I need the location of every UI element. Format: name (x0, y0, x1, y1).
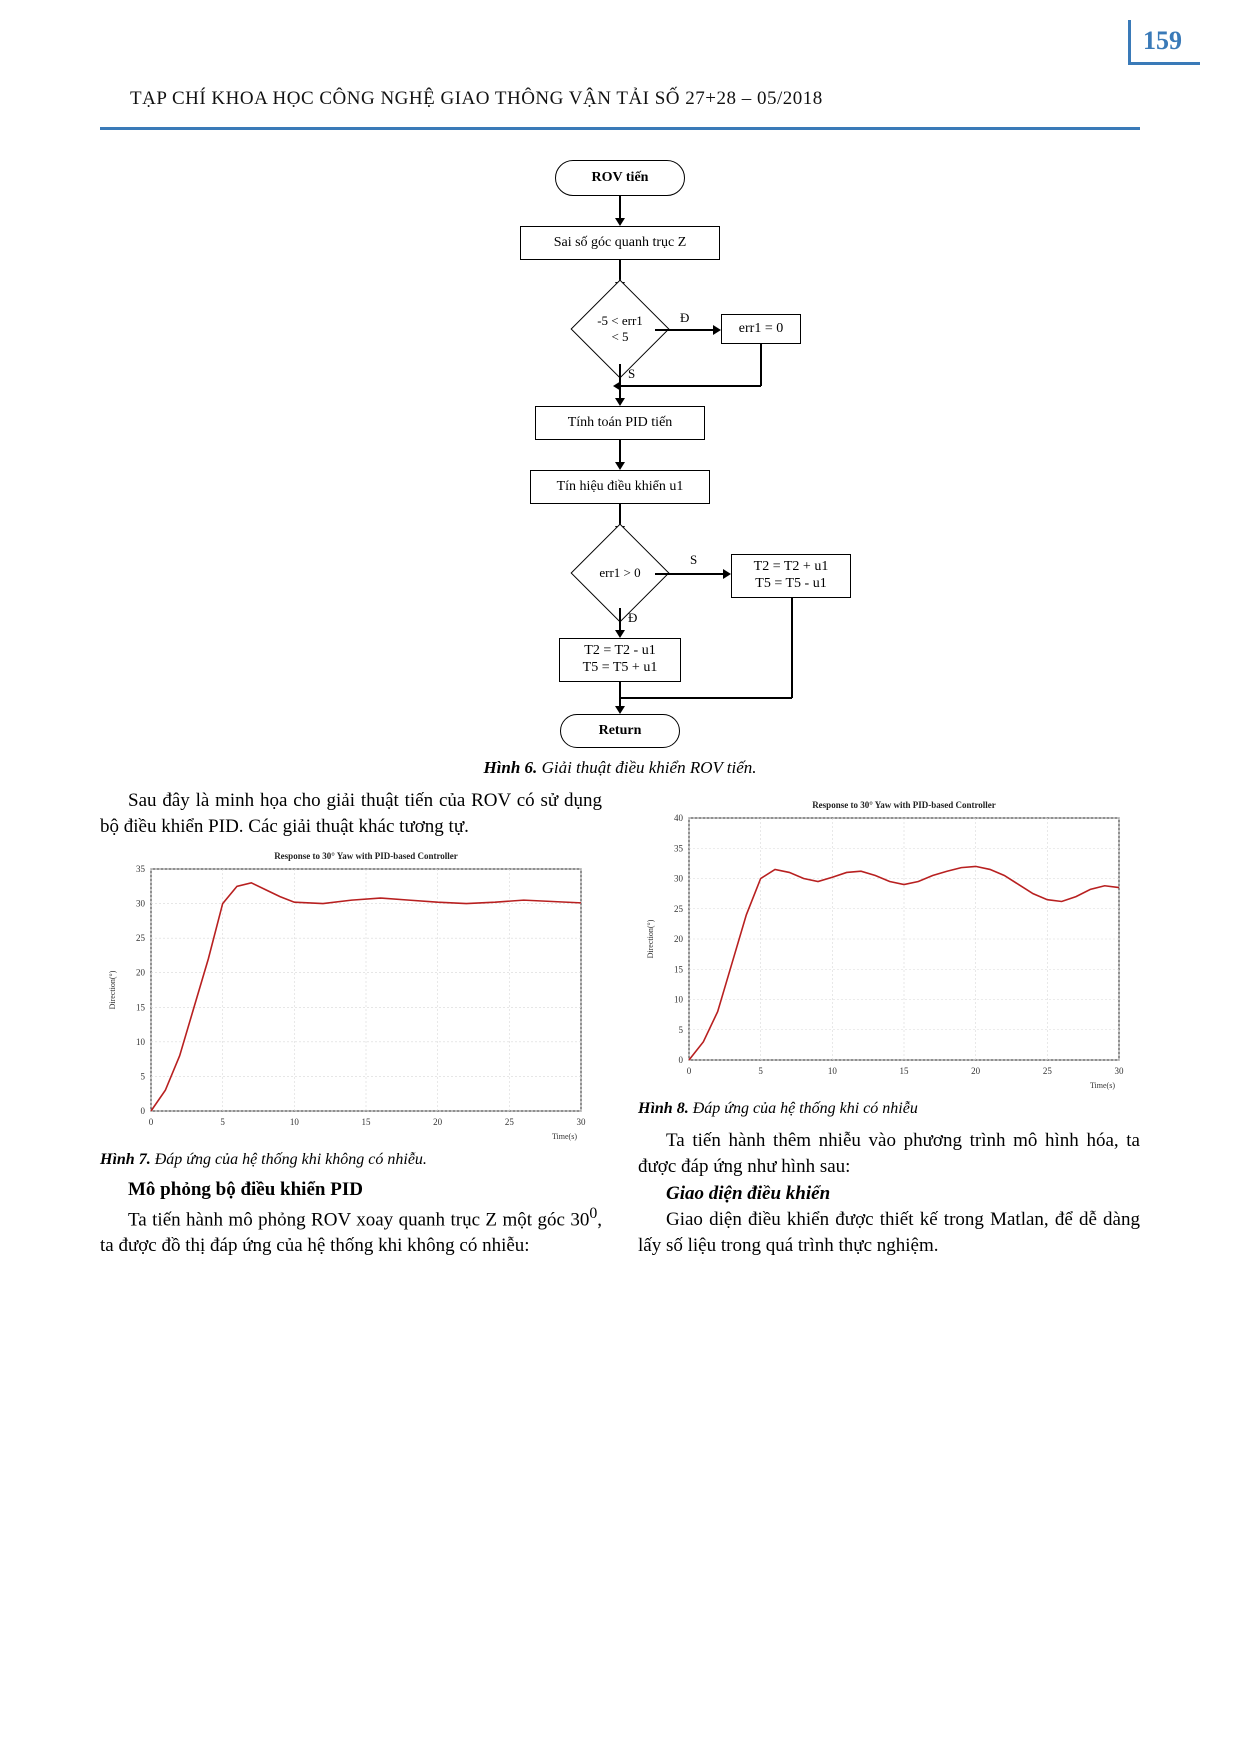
svg-text:30: 30 (674, 874, 684, 884)
fc-left-box: T2 = T2 - u1 T5 = T5 + u1 (559, 638, 681, 682)
svg-text:20: 20 (971, 1066, 981, 1076)
svg-text:0: 0 (149, 1117, 154, 1127)
fc-label-d1-true: Đ (680, 310, 689, 326)
svg-text:35: 35 (674, 843, 684, 853)
svg-text:5: 5 (758, 1066, 763, 1076)
svg-text:15: 15 (136, 1003, 146, 1013)
svg-text:35: 35 (136, 864, 146, 874)
right-column: 0 5 10 15 20 25 30 0 5 10 15 20 25 30 35 40 Response to … (638, 788, 1140, 1263)
right-p2: Giao diện điều khiển được thiết kế trong… (638, 1207, 1140, 1258)
page-number: 159 (1128, 20, 1200, 65)
svg-text:20: 20 (136, 968, 146, 978)
fig8-caption: Hình 8. Đáp ứng của hệ thống khi có nhiễ… (638, 1100, 1140, 1118)
left-h1: Mô phỏng bộ điều khiển PID (100, 1179, 602, 1201)
svg-text:30: 30 (577, 1117, 587, 1127)
svg-text:Time(s): Time(s) (1090, 1081, 1115, 1090)
fig7-chart: 0 5 10 15 20 25 30 0 5 10 15 20 25 30 35 Response to 30… (100, 845, 602, 1145)
svg-text:10: 10 (828, 1066, 838, 1076)
fc-label-d2-false: S (690, 552, 697, 568)
svg-text:0: 0 (141, 1106, 146, 1116)
svg-text:15: 15 (362, 1117, 372, 1127)
fc-right-box: T2 = T2 + u1 T5 = T5 - u1 (731, 554, 851, 598)
svg-text:0: 0 (679, 1055, 684, 1065)
svg-text:25: 25 (674, 904, 684, 914)
svg-text:5: 5 (141, 1072, 146, 1082)
fc-label-d1-false: S (628, 366, 635, 382)
svg-text:15: 15 (674, 964, 684, 974)
svg-text:Response to 30° Yaw with PID-b: Response to 30° Yaw with PID-based Contr… (812, 800, 996, 810)
svg-text:30: 30 (1115, 1066, 1125, 1076)
svg-text:10: 10 (290, 1117, 300, 1127)
svg-text:Direction(°): Direction(°) (108, 971, 117, 1010)
flowchart-fig6: ROV tiến Sai số góc quanh trục Z -5 < er… (380, 160, 860, 750)
svg-text:20: 20 (433, 1117, 443, 1127)
fc-n1: Sai số góc quanh trục Z (520, 226, 720, 260)
fig8-chart: 0 5 10 15 20 25 30 0 5 10 15 20 25 30 35 40 Response to … (638, 794, 1140, 1094)
two-column-body: Sau đây là minh họa cho giải thuật tiến … (100, 788, 1140, 1263)
svg-text:Direction(°): Direction(°) (646, 919, 655, 958)
fc-label-d2-true: Đ (628, 610, 637, 626)
svg-text:Time(s): Time(s) (552, 1132, 577, 1141)
fc-start: ROV tiến (555, 160, 685, 196)
fc-n2: Tính toán PID tiến (535, 406, 705, 440)
left-p2: Ta tiến hành mô phỏng ROV xoay quanh trụ… (100, 1203, 602, 1259)
journal-title: TẠP CHÍ KHOA HỌC CÔNG NGHỆ GIAO THÔNG VẬ… (100, 60, 1140, 110)
svg-text:15: 15 (900, 1066, 910, 1076)
fc-n3: Tín hiệu điều khiển u1 (530, 470, 710, 504)
svg-text:25: 25 (1043, 1066, 1053, 1076)
left-p1: Sau đây là minh họa cho giải thuật tiến … (100, 788, 602, 839)
svg-text:10: 10 (136, 1037, 146, 1047)
right-h1: Giao diện điều khiển (638, 1183, 1140, 1205)
svg-text:5: 5 (679, 1025, 684, 1035)
fig7-caption: Hình 7. Đáp ứng của hệ thống khi không c… (100, 1151, 602, 1169)
right-p1: Ta tiến hành thêm nhiễu vào phương trình… (638, 1128, 1140, 1179)
fc-end: Return (560, 714, 680, 748)
svg-text:30: 30 (136, 899, 146, 909)
svg-text:40: 40 (674, 813, 684, 823)
svg-text:25: 25 (505, 1117, 515, 1127)
svg-text:5: 5 (220, 1117, 225, 1127)
fig6-caption: Hình 6. Giải thuật điều khiển ROV tiến. (100, 758, 1140, 778)
svg-text:10: 10 (674, 995, 684, 1005)
fc-side: err1 = 0 (721, 314, 801, 344)
left-column: Sau đây là minh họa cho giải thuật tiến … (100, 788, 602, 1263)
svg-text:Response to 30° Yaw with PID-b: Response to 30° Yaw with PID-based Contr… (274, 851, 458, 861)
svg-text:20: 20 (674, 934, 684, 944)
svg-text:0: 0 (687, 1066, 692, 1076)
svg-text:25: 25 (136, 933, 146, 943)
page-header: 159 TẠP CHÍ KHOA HỌC CÔNG NGHỆ GIAO THÔN… (100, 60, 1140, 130)
